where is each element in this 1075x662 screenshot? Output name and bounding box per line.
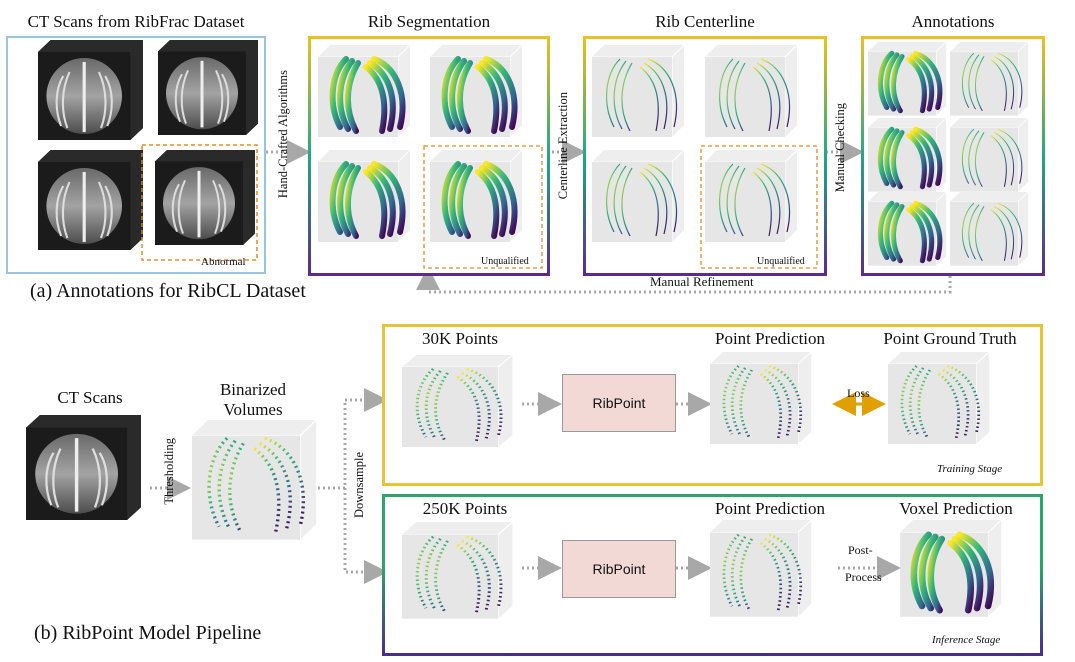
binarized-title-1: Binarized — [219, 380, 287, 399]
train-gt-title: Point Ground Truth — [883, 329, 1017, 348]
binarized-title-2: Volumes — [223, 400, 283, 419]
downsample-label: Downsample — [352, 452, 366, 518]
abnormal-label: Abnormal — [201, 256, 246, 268]
seg-unqualified-label: Unqualified — [481, 256, 529, 267]
hand-crafted-label: Hand-Crafted Algorithms — [276, 70, 290, 199]
loss-label: Loss — [847, 386, 870, 400]
ct-panel — [6, 36, 266, 274]
part-a-caption: (a) Annotations for RibCL Dataset — [30, 280, 306, 302]
training-stage-label: Training Stage — [937, 463, 1003, 475]
manual-checking-label: Manual Checking — [833, 103, 847, 193]
manual-refinement-label: Manual Refinement — [650, 274, 754, 289]
centerline-title: Rib Centerline — [655, 12, 755, 31]
train-pred-title: Point Prediction — [714, 329, 826, 348]
segmentation-title: Rib Segmentation — [367, 12, 491, 31]
train-points-title: 30K Points — [421, 329, 499, 348]
voxel-pred-title: Voxel Prediction — [899, 499, 1013, 518]
train-ribpoint-model: RibPoint — [562, 374, 676, 432]
post-process-label-1: Post- — [848, 543, 873, 557]
inference-stage-label: Inference Stage — [932, 634, 1001, 646]
ct-panel-title: CT Scans from RibFrac Dataset — [27, 12, 245, 31]
centerline-extraction-label: Centerline Extraction — [556, 92, 570, 200]
infer-ribpoint-model: RibPoint — [562, 540, 676, 598]
arrow-manual-refinement — [416, 266, 952, 294]
cl-unqualified-label: Unqualified — [757, 256, 805, 267]
post-process-label-2: Process — [845, 570, 882, 584]
ct-scans-title: CT Scans — [57, 388, 123, 407]
infer-pred-title: Point Prediction — [714, 499, 826, 518]
thresholding-label: Thresholding — [162, 438, 176, 505]
arrow-downsample — [318, 388, 388, 490]
part-b-caption: (b) RibPoint Model Pipeline — [34, 622, 262, 644]
infer-points-title: 250K Points — [422, 499, 508, 518]
annotations-title: Annotations — [911, 12, 995, 31]
